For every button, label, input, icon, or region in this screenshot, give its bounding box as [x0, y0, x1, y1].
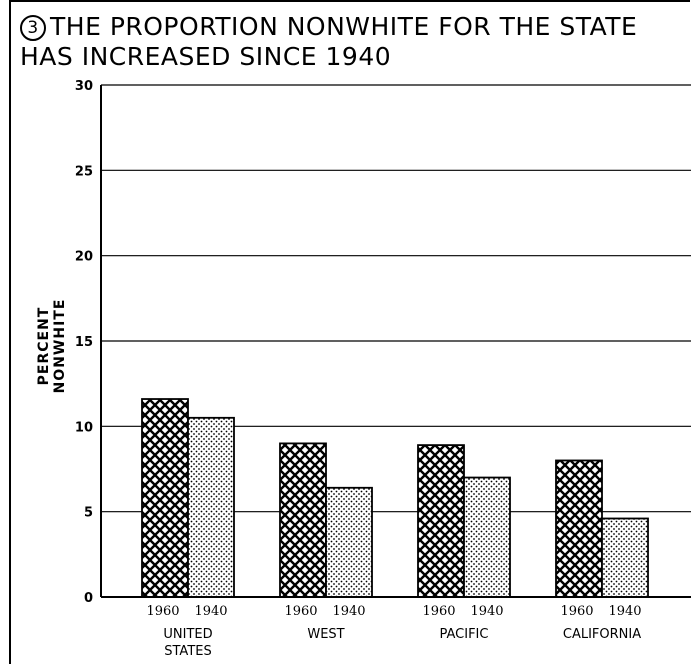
series-label-1940-2: 1940 [470, 604, 503, 619]
y-tick-label-0: 0 [84, 591, 93, 606]
bar-united-states-1940 [187, 416, 235, 598]
title-line-1-text: THE PROPORTION NONWHITE FOR THE STATE [50, 12, 638, 41]
series-label-1960-1: 1960 [284, 604, 317, 619]
y-tick-label-10: 10 [75, 420, 93, 435]
bar-pacific-1940 [463, 476, 511, 598]
series-label-1940-1: 1940 [332, 604, 365, 619]
series-label-1960-3: 1960 [560, 604, 593, 619]
y-tick-label-30: 30 [75, 79, 93, 94]
series-label-1940-0: 1940 [194, 604, 227, 619]
series-label-1940-3: 1940 [608, 604, 641, 619]
y-tick-label-20: 20 [75, 250, 93, 265]
category-label-pacific-0: PACIFIC [440, 627, 489, 642]
category-label-united-states-1: STATES [164, 644, 211, 659]
category-label-california-0: CALIFORNIA [563, 627, 641, 642]
chart-frame [9, 0, 690, 664]
figure-number-badge: 3 [20, 15, 46, 41]
bars [141, 398, 649, 598]
category-label-west-0: WEST [307, 627, 344, 642]
chart-title: 3 THE PROPORTION NONWHITE FOR THE STATE H… [20, 12, 637, 72]
category-label-united-states-0: UNITED [163, 627, 212, 642]
labels: 0 5 10 15 20 25 30 1960 1940 UNITED STATES 1960 1940… [75, 79, 642, 659]
bar-west-1960 [279, 442, 327, 598]
bar-united-states-1960 [141, 398, 189, 598]
series-label-1960-0: 1960 [146, 604, 179, 619]
bar-pacific-1960 [417, 444, 465, 598]
chart-title-line-2: HAS INCREASED SINCE 1940 [20, 42, 392, 71]
bar-california-1940 [601, 517, 649, 598]
chart-title-line-1: 3 THE PROPORTION NONWHITE FOR THE STATE [20, 12, 637, 42]
y-tick-label-15: 15 [75, 335, 93, 350]
bar-california-1960 [555, 459, 603, 598]
bar-west-1940 [325, 486, 373, 598]
y-tick-label-25: 25 [75, 164, 93, 179]
axes [100, 85, 691, 598]
series-label-1960-2: 1960 [422, 604, 455, 619]
y-tick-label-5: 5 [84, 506, 93, 521]
